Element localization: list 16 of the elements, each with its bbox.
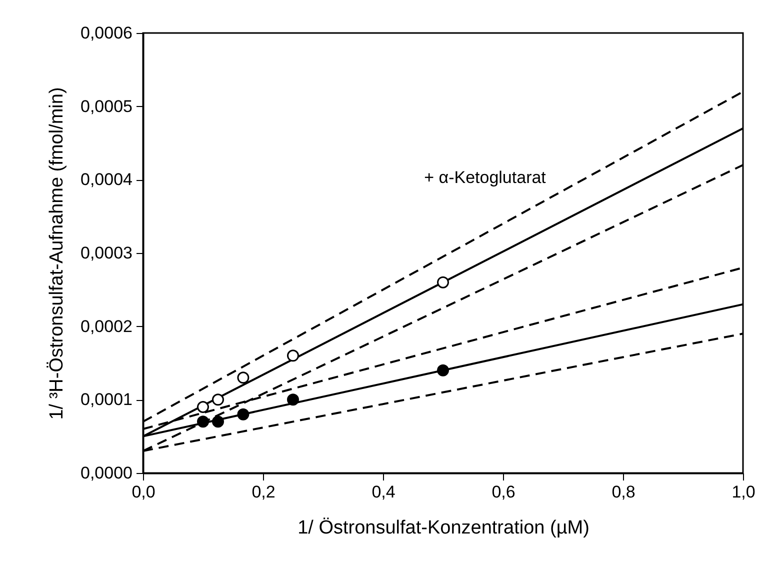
y-axis-title: 1/ ³H-Östronsulfat-Aufnahme (fmol/min) (46, 87, 68, 420)
x-tick-label: 0,0 (132, 482, 156, 502)
x-tick-label: 0,2 (252, 482, 276, 502)
y-tick-label: 0,0002 (80, 316, 132, 336)
y-tick-label: 0,0000 (80, 464, 132, 482)
x-axis-title: 1/ Östronsulfat-Konzentration (µM) (298, 518, 590, 538)
x-tick-label: 0,8 (612, 482, 636, 502)
y-tick-label: 0,0001 (80, 390, 132, 410)
annotation: + α-Ketoglutarat (424, 168, 546, 187)
y-tick-label: 0,0006 (80, 24, 132, 42)
x-tick-label: 0,4 (372, 482, 396, 502)
y-tick-label: 0,0003 (80, 244, 132, 262)
y-tick-label: 0,0004 (80, 170, 132, 190)
x-tick-label: 0,6 (492, 482, 516, 502)
x-tick-label: 1,0 (732, 482, 756, 502)
y-tick-label: 0,0005 (80, 96, 132, 116)
